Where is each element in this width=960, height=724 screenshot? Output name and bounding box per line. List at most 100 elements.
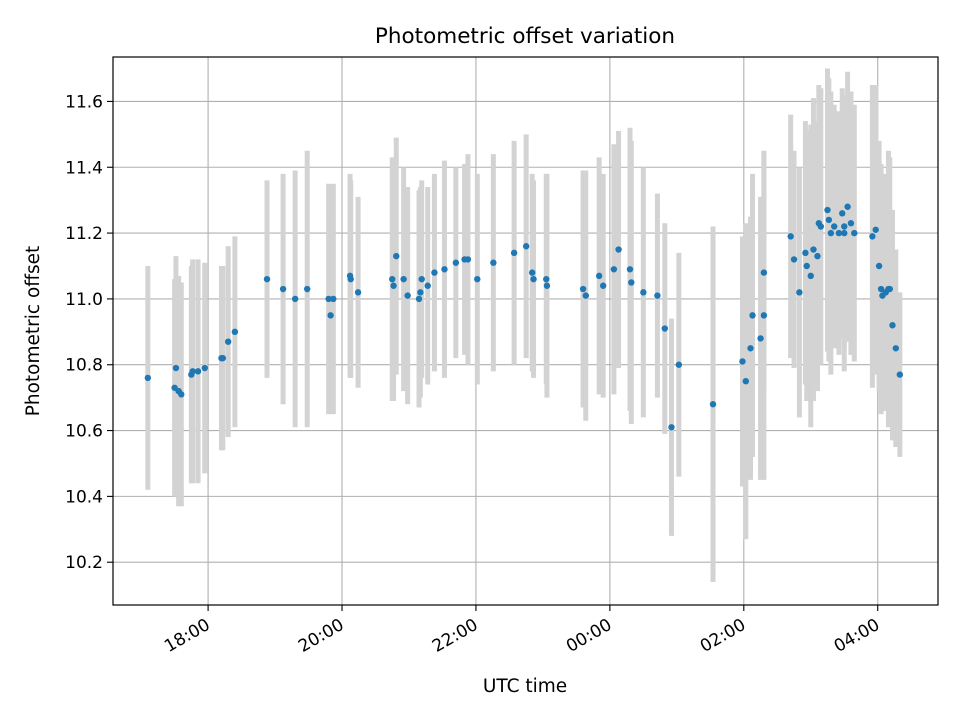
data-point bbox=[579, 285, 587, 293]
data-point bbox=[841, 229, 848, 237]
data-point bbox=[847, 220, 855, 227]
data-point bbox=[747, 345, 754, 352]
y-tick-label: 10.6 bbox=[65, 422, 103, 442]
data-point bbox=[851, 229, 858, 237]
data-point bbox=[404, 292, 411, 299]
data-point bbox=[510, 249, 518, 257]
data-point bbox=[144, 374, 152, 382]
data-point bbox=[528, 269, 536, 276]
data-point bbox=[869, 233, 876, 240]
data-point bbox=[709, 401, 717, 408]
plot-frame bbox=[112, 56, 939, 606]
y-tick-label: 11.2 bbox=[65, 224, 103, 244]
data-point bbox=[400, 275, 407, 283]
data-point bbox=[814, 252, 821, 260]
data-point bbox=[543, 275, 550, 283]
data-point bbox=[263, 275, 271, 283]
data-point bbox=[390, 282, 397, 289]
data-point bbox=[224, 338, 232, 345]
data-point bbox=[389, 275, 396, 283]
data-point bbox=[810, 246, 817, 253]
chart-title: Photometric offset variation bbox=[375, 24, 675, 49]
data-point bbox=[817, 223, 825, 230]
data-point bbox=[844, 203, 851, 210]
data-point bbox=[610, 266, 618, 273]
data-point bbox=[178, 391, 185, 398]
data-points bbox=[144, 203, 904, 431]
data-point bbox=[742, 377, 750, 385]
data-point bbox=[757, 335, 764, 342]
y-tick-label: 10.8 bbox=[65, 356, 103, 376]
data-point bbox=[827, 229, 835, 237]
data-point bbox=[424, 282, 431, 289]
data-point bbox=[431, 269, 438, 276]
data-point bbox=[839, 210, 846, 217]
data-point bbox=[640, 289, 647, 296]
data-point bbox=[303, 285, 311, 293]
data-point bbox=[595, 272, 603, 280]
data-point bbox=[807, 272, 814, 280]
data-point bbox=[877, 285, 885, 293]
y-tick-label: 11.0 bbox=[65, 290, 103, 310]
data-point bbox=[787, 233, 794, 240]
data-point bbox=[760, 269, 768, 276]
data-point bbox=[490, 259, 497, 266]
data-point bbox=[824, 206, 831, 214]
data-point bbox=[231, 328, 239, 336]
data-point bbox=[841, 223, 848, 230]
data-point bbox=[892, 345, 900, 352]
data-point bbox=[219, 354, 227, 362]
data-point bbox=[325, 295, 332, 303]
data-point bbox=[347, 275, 354, 283]
data-point bbox=[354, 289, 362, 296]
data-point bbox=[628, 279, 635, 286]
data-point bbox=[661, 325, 668, 332]
x-axis-label: UTC time bbox=[483, 676, 567, 697]
data-point bbox=[441, 266, 448, 273]
data-point bbox=[330, 295, 337, 303]
data-point bbox=[464, 256, 472, 263]
data-point bbox=[739, 358, 746, 365]
data-point bbox=[790, 256, 798, 263]
data-point bbox=[582, 292, 589, 299]
data-point bbox=[194, 368, 202, 375]
data-point bbox=[654, 292, 661, 299]
data-point bbox=[749, 312, 756, 319]
data-point bbox=[474, 275, 481, 283]
data-point bbox=[831, 223, 838, 230]
data-point bbox=[872, 226, 879, 233]
data-point bbox=[803, 262, 810, 270]
data-point bbox=[796, 289, 803, 296]
data-point bbox=[415, 295, 423, 303]
data-point bbox=[615, 246, 622, 253]
data-point bbox=[393, 252, 400, 260]
data-point bbox=[896, 371, 904, 378]
data-point bbox=[802, 249, 809, 257]
data-point bbox=[835, 229, 843, 237]
data-point bbox=[172, 364, 180, 372]
data-point bbox=[599, 282, 607, 289]
data-point bbox=[201, 364, 208, 372]
data-point bbox=[825, 216, 833, 224]
data-point bbox=[668, 424, 675, 431]
data-point bbox=[675, 361, 683, 368]
data-point bbox=[626, 266, 634, 273]
data-point bbox=[452, 259, 460, 266]
data-point bbox=[279, 285, 287, 293]
y-axis-label: Photometric offset bbox=[23, 246, 44, 417]
data-point bbox=[291, 295, 299, 303]
data-point bbox=[327, 312, 334, 319]
data-point bbox=[418, 275, 425, 283]
y-tick-label: 11.6 bbox=[65, 92, 103, 112]
y-tick-label: 10.4 bbox=[65, 487, 103, 507]
y-tick-label: 10.2 bbox=[65, 553, 103, 573]
data-point bbox=[760, 312, 768, 319]
data-point bbox=[530, 275, 537, 283]
y-tick-label: 11.4 bbox=[65, 158, 103, 178]
data-point bbox=[886, 285, 893, 293]
data-point bbox=[189, 368, 196, 375]
data-point bbox=[543, 282, 551, 289]
data-point bbox=[417, 289, 424, 296]
